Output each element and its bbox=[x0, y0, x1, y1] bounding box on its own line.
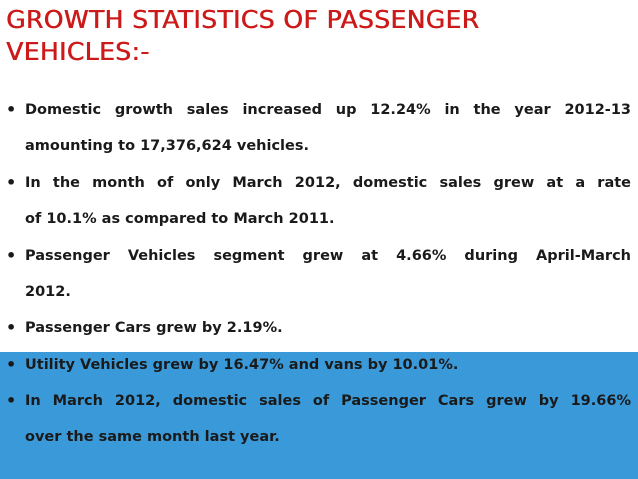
bullet-glyph: • bbox=[6, 391, 17, 410]
slide-title: Growth Statistics of Passenger Vehicles:… bbox=[6, 4, 566, 68]
bullet-text: In March 2012, domestic sales of Passeng… bbox=[25, 383, 631, 455]
bullet-text-line: of 10.1% as compared to March 2011. bbox=[25, 211, 335, 227]
bullet-text: Passenger Vehicles segment grew at 4.66%… bbox=[25, 238, 631, 310]
bullet-text-line: over the same month last year. bbox=[25, 429, 280, 445]
bullet-glyph: • bbox=[6, 100, 17, 119]
bullet-text: Domestic growth sales increased up 12.24… bbox=[25, 92, 631, 164]
bullet-glyph: • bbox=[6, 355, 17, 374]
bullet-text: Passenger Cars grew by 2.19%. bbox=[25, 310, 631, 346]
bullet-text: In the month of only March 2012, domesti… bbox=[25, 165, 631, 237]
bullet-text-line: Passenger Cars grew by 2.19%. bbox=[25, 320, 283, 336]
bullet-text-line: amounting to 17,376,624 vehicles. bbox=[25, 138, 309, 154]
bullet-text-line: Utility Vehicles grew by 16.47% and vans… bbox=[25, 357, 459, 373]
slide-title-line: Growth Statistics of Passenger bbox=[6, 5, 480, 34]
bullet-text: Utility Vehicles grew by 16.47% and vans… bbox=[25, 347, 631, 383]
bullet-glyph: • bbox=[6, 318, 17, 337]
bullet-glyph: • bbox=[6, 173, 17, 192]
bullet-text-line: In March 2012, domestic sales of Passeng… bbox=[25, 393, 631, 409]
bullet-text-line: Domestic growth sales increased up 12.24… bbox=[25, 102, 631, 118]
bullet-text-line: Passenger Vehicles segment grew at 4.66%… bbox=[25, 248, 631, 264]
slide-title-line: Vehicles:- bbox=[6, 37, 150, 66]
bullet-text-line: 2012. bbox=[25, 284, 71, 300]
bullet-glyph: • bbox=[6, 246, 17, 265]
accent-band bbox=[0, 352, 638, 479]
bullet-text-line: In the month of only March 2012, domesti… bbox=[25, 175, 631, 191]
